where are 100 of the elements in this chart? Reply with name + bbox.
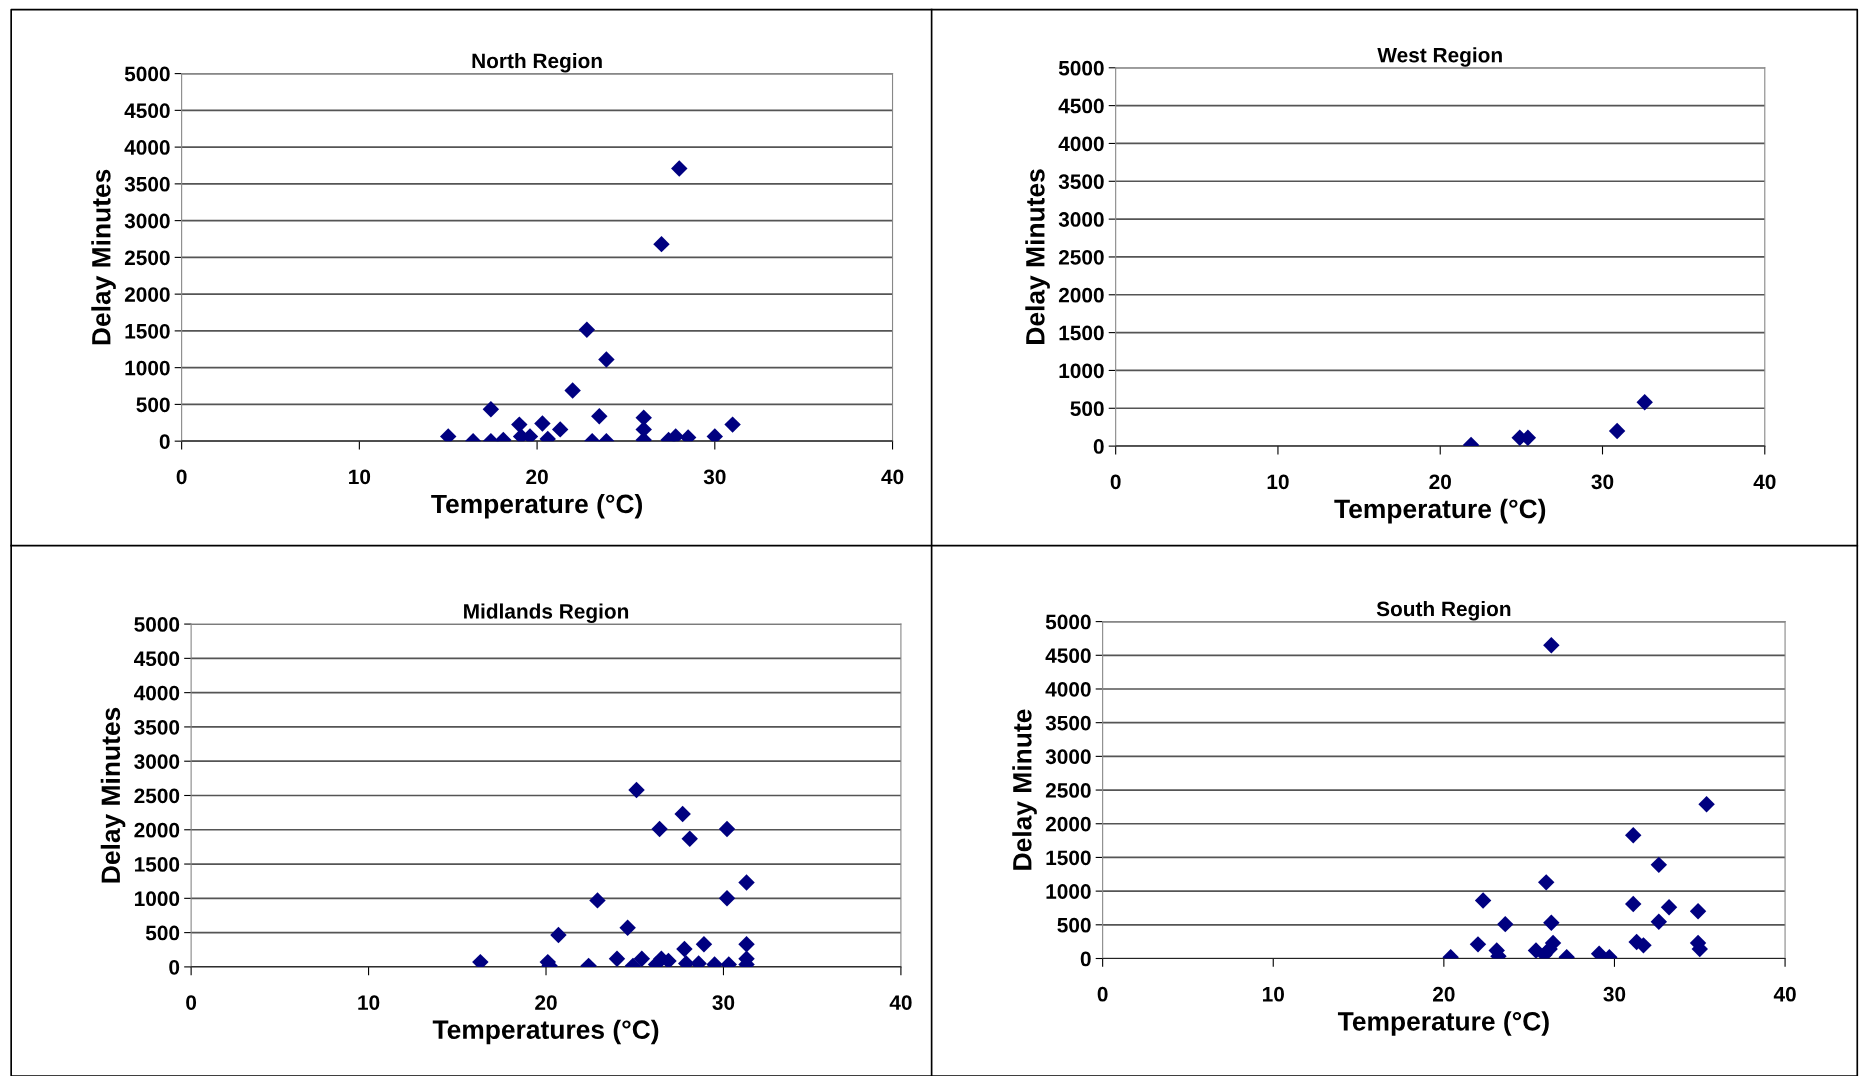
point	[695, 936, 713, 953]
y-tick-label: 5000	[134, 617, 180, 632]
y-tick-label: 3000	[1058, 212, 1104, 227]
x-tick-label: 40	[889, 995, 912, 1010]
x-tick-label: 30	[712, 995, 735, 1010]
y-tick-label: 1000	[125, 360, 170, 376]
y-tick-label: 3500	[124, 176, 170, 192]
point	[511, 416, 528, 433]
y-axis-title: Delay Minute	[1012, 709, 1037, 870]
y-tick-label: 4500	[124, 103, 170, 119]
y-tick-label: 3500	[134, 719, 180, 735]
point	[551, 421, 569, 438]
point	[1474, 892, 1492, 909]
y-tick-label: 2000	[1045, 816, 1091, 832]
x-tick-label: 20	[1432, 986, 1455, 1002]
y-tick-label: 4500	[1045, 648, 1091, 664]
x-tick-label: 0	[186, 995, 197, 1010]
y-tick-label: 2000	[124, 287, 170, 302]
chart-title: West Region	[1377, 47, 1502, 67]
point	[724, 416, 741, 433]
x-axis-title: Temperature (°C)	[431, 493, 642, 519]
x-tick-label: 20	[526, 469, 548, 485]
point	[738, 936, 755, 953]
y-tick-label: 4000	[133, 685, 180, 701]
y-tick-label: 0	[1093, 439, 1104, 454]
y-tick-label: 4000	[124, 140, 170, 155]
point	[550, 926, 567, 944]
y-tick-label: 0	[169, 959, 180, 975]
y-tick-label: 2500	[124, 250, 170, 266]
y-tick-label: 1000	[1046, 884, 1091, 899]
y-tick-label: 2500	[1045, 783, 1091, 798]
x-tick-label: 10	[349, 469, 371, 485]
y-tick-label: 5000	[1045, 614, 1091, 630]
chart-title: North Region	[472, 52, 602, 73]
y-axis-title: Delay Minutes	[1025, 169, 1050, 344]
y-tick-label: 500	[1057, 917, 1091, 933]
y-tick-label: 3000	[124, 213, 170, 229]
x-tick-label: 10	[1262, 986, 1284, 1002]
y-tick-label: 500	[1070, 401, 1104, 417]
point	[1497, 915, 1514, 933]
point	[1608, 422, 1626, 440]
point	[619, 919, 636, 937]
y-tick-label: 2000	[134, 822, 180, 838]
x-axis-title: Temperature (°C)	[1337, 1011, 1549, 1036]
y-tick-label: 3500	[1058, 174, 1104, 190]
x-tick-label: 40	[1773, 986, 1796, 1002]
y-tick-label: 4500	[133, 651, 180, 667]
point	[676, 940, 693, 958]
chart-title: South Region	[1376, 600, 1511, 621]
point	[608, 950, 626, 967]
point	[1625, 826, 1642, 844]
point	[589, 892, 606, 909]
point	[674, 805, 691, 823]
point	[738, 874, 755, 891]
y-tick-label: 4500	[1058, 98, 1104, 114]
x-tick-label: 20	[535, 995, 557, 1010]
y-tick-label: 1000	[134, 891, 180, 907]
point	[1650, 856, 1668, 874]
point	[706, 428, 724, 442]
point	[635, 409, 652, 426]
point	[1650, 913, 1668, 930]
y-tick-label: 2000	[1058, 287, 1104, 303]
point	[633, 950, 651, 967]
y-tick-label: 5000	[124, 66, 170, 82]
point	[1660, 899, 1678, 916]
y-tick-label: 1500	[125, 323, 170, 339]
x-tick-label: 40	[1753, 474, 1776, 490]
y-axis-title: Delay Minutes	[91, 169, 116, 345]
y-axis-title: Delay Minutes	[100, 707, 126, 883]
point	[1543, 636, 1560, 654]
y-tick-label: 1500	[134, 857, 180, 872]
y-tick-label: 3500	[1045, 715, 1091, 731]
y-tick-label: 3000	[1045, 749, 1091, 765]
point	[718, 820, 736, 838]
x-tick-label: 30	[703, 469, 726, 485]
x-tick-label: 0	[1110, 474, 1121, 490]
x-tick-label: 20	[1429, 474, 1451, 490]
point	[1698, 795, 1715, 813]
x-tick-label: 10	[358, 995, 380, 1010]
point	[578, 321, 596, 339]
point	[591, 407, 608, 425]
x-tick-label: 10	[1267, 474, 1289, 490]
x-axis-title: Temperatures (°C)	[432, 1019, 659, 1045]
point	[564, 382, 581, 399]
y-tick-label: 1500	[1046, 850, 1091, 866]
y-tick-label: 4000	[1058, 136, 1104, 152]
point	[482, 400, 500, 418]
x-axis-title: Temperature (°C)	[1334, 498, 1546, 524]
x-tick-label: 30	[1591, 474, 1614, 490]
y-tick-label: 2500	[1058, 249, 1104, 265]
y-tick-label: 5000	[1058, 60, 1104, 76]
point	[1543, 914, 1560, 932]
point	[718, 890, 736, 907]
point	[681, 830, 698, 847]
point	[671, 160, 688, 177]
y-tick-label: 500	[145, 925, 180, 941]
point	[598, 351, 615, 368]
x-tick-label: 30	[1603, 986, 1626, 1002]
y-tick-label: 3000	[134, 754, 180, 769]
y-tick-label: 4000	[1045, 681, 1091, 697]
